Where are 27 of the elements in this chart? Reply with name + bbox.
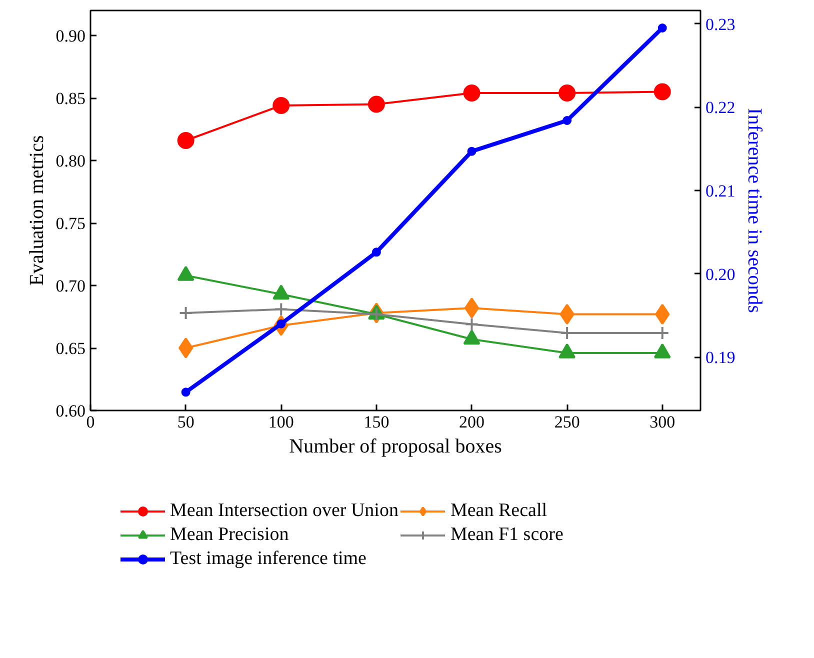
legend-label: Test image inference time [170, 548, 368, 570]
y-tick-label: 0.80 [56, 152, 86, 170]
x-tick-label: 250 [554, 412, 580, 432]
x-axis-title: Number of proposal boxes [289, 436, 502, 458]
y-tick-label: 0.65 [56, 339, 86, 358]
y2-axis-title: Inference time in seconds [743, 108, 766, 314]
y-tick-label: 0.85 [56, 89, 86, 108]
x-tick-label: 50 [177, 412, 194, 432]
y2-tick-label: 0.20 [706, 264, 736, 284]
legend-label: Mean Recall [450, 500, 548, 522]
y2-tick-label: 0.19 [706, 348, 736, 368]
x-tick-label: 100 [268, 412, 294, 432]
x-tick-label: 150 [364, 412, 390, 432]
legend-label: Mean F1 score [450, 524, 564, 546]
x-tick-label: 0 [86, 412, 95, 432]
y-tick-label: 0.70 [56, 276, 86, 296]
y2-tick-label: 0.22 [706, 98, 736, 118]
y2-tick-label: 0.21 [706, 182, 736, 200]
legend-label: Mean Intersection over Union [170, 500, 398, 522]
x-tick-label: 300 [650, 412, 676, 432]
y-tick-label: 0.90 [56, 26, 86, 46]
x-tick-label: 200 [459, 412, 484, 432]
y-tick-label: 0.60 [56, 402, 86, 420]
legend-label: Mean Precision [170, 524, 290, 546]
y-tick-label: 0.75 [56, 214, 86, 233]
y-axis-title: Evaluation metrics [26, 135, 48, 286]
y2-tick-label: 0.23 [706, 14, 736, 34]
